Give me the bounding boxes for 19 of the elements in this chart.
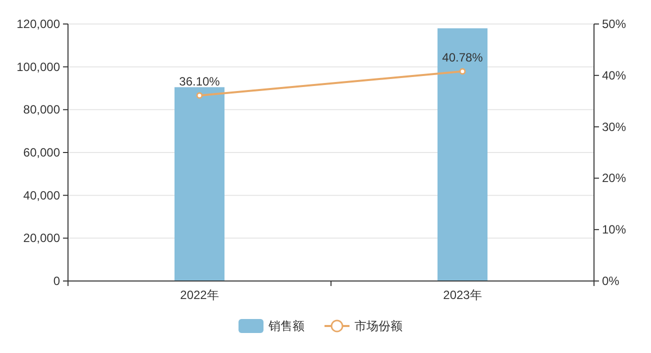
data-label: 36.10%: [179, 74, 220, 88]
y2-tick-label: 10%: [602, 222, 626, 237]
legend-label: 市场份额: [354, 319, 402, 333]
y-tick-label: 80,000: [23, 102, 60, 117]
y2-tick-label: 0%: [602, 274, 620, 288]
y-tick-label: 0: [53, 274, 60, 288]
y2-tick-label: 20%: [602, 171, 626, 186]
y-tick-label: 60,000: [23, 146, 60, 160]
x-tick-label: 2022年: [180, 288, 219, 302]
y2-tick-label: 50%: [602, 17, 626, 31]
y-tick-label: 120,000: [16, 17, 60, 31]
y-tick-label: 20,000: [23, 231, 60, 246]
y-tick-label: 40,000: [23, 188, 60, 202]
y2-tick-label: 30%: [602, 120, 626, 134]
legend-label: 销售额: [268, 319, 304, 333]
data-label: 40.78%: [442, 50, 484, 64]
y2-tick-label: 40%: [602, 68, 626, 82]
y-tick-label: 100,000: [16, 60, 60, 74]
x-tick-label: 2023年: [443, 288, 482, 302]
